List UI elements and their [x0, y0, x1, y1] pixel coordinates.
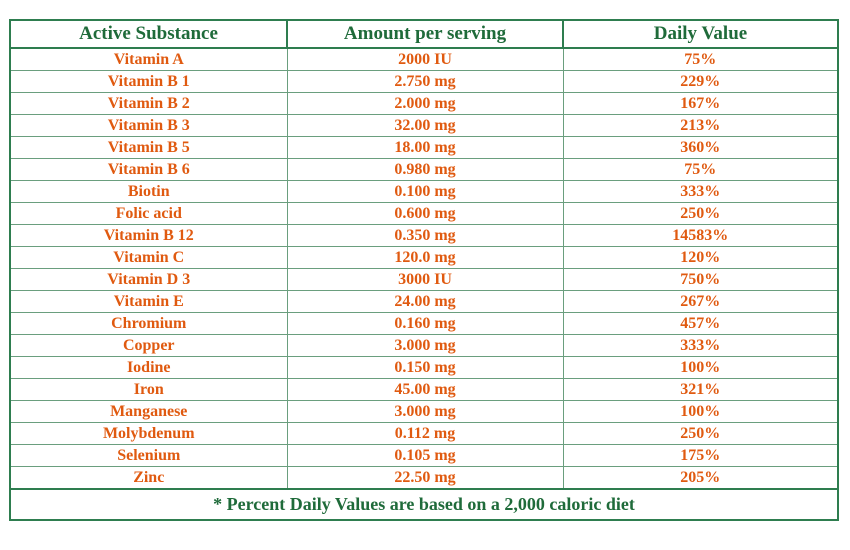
- table-row: Vitamin B 12 0.350 mg 14583%: [11, 224, 837, 247]
- amount-cell: 24.00 mg: [286, 290, 564, 313]
- daily-value-cell: 333%: [562, 180, 837, 203]
- daily-value-cell: 120%: [562, 246, 837, 269]
- substance-cell: Zinc: [11, 466, 288, 488]
- amount-cell: 0.350 mg: [286, 224, 564, 247]
- daily-value-cell: 167%: [562, 92, 837, 115]
- substance-cell: Molybdenum: [11, 422, 288, 445]
- amount-cell: 3000 IU: [286, 268, 564, 291]
- table-row: Vitamin E 24.00 mg 267%: [11, 290, 837, 313]
- daily-value-cell: 250%: [562, 422, 837, 445]
- amount-cell: 3.000 mg: [286, 400, 564, 423]
- substance-cell: Copper: [11, 334, 288, 357]
- table-row: Chromium 0.160 mg 457%: [11, 312, 837, 335]
- amount-cell: 0.100 mg: [286, 180, 564, 203]
- amount-cell: 0.112 mg: [286, 422, 564, 445]
- substance-cell: Vitamin B 6: [11, 158, 288, 181]
- substance-cell: Biotin: [11, 180, 288, 203]
- supplement-facts-table: Active Substance Amount per serving Dail…: [9, 19, 839, 521]
- nutrient-table: Active Substance Amount per serving Dail…: [11, 21, 837, 488]
- table-row: Vitamin B 3 32.00 mg 213%: [11, 114, 837, 137]
- amount-cell: 0.980 mg: [286, 158, 564, 181]
- amount-cell: 0.160 mg: [286, 312, 564, 335]
- substance-cell: Manganese: [11, 400, 288, 423]
- amount-cell: 3.000 mg: [286, 334, 564, 357]
- daily-value-cell: 750%: [562, 268, 837, 291]
- table-row: Vitamin B 6 0.980 mg 75%: [11, 158, 837, 181]
- footnote: * Percent Daily Values are based on a 2,…: [11, 488, 837, 519]
- table-row: Zinc 22.50 mg 205%: [11, 466, 837, 488]
- substance-cell: Vitamin B 3: [11, 114, 288, 137]
- table-row: Selenium 0.105 mg 175%: [11, 444, 837, 467]
- daily-value-cell: 267%: [562, 290, 837, 313]
- table-row: Vitamin D 3 3000 IU 750%: [11, 268, 837, 291]
- daily-value-cell: 213%: [562, 114, 837, 137]
- daily-value-cell: 100%: [562, 400, 837, 423]
- table-row: Molybdenum 0.112 mg 250%: [11, 422, 837, 445]
- table-body: Vitamin A 2000 IU 75% Vitamin B 1 2.750 mg 22…: [11, 48, 837, 488]
- table-row: Vitamin B 2 2.000 mg 167%: [11, 92, 837, 115]
- amount-cell: 0.600 mg: [286, 202, 564, 225]
- substance-cell: Chromium: [11, 312, 288, 335]
- substance-cell: Vitamin D 3: [11, 268, 288, 291]
- amount-cell: 45.00 mg: [286, 378, 564, 401]
- table-row: Manganese 3.000 mg 100%: [11, 400, 837, 423]
- substance-cell: Vitamin A: [11, 48, 288, 71]
- table-row: Folic acid 0.600 mg 250%: [11, 202, 837, 225]
- amount-cell: 120.0 mg: [286, 246, 564, 269]
- daily-value-cell: 321%: [562, 378, 837, 401]
- amount-cell: 2000 IU: [286, 48, 564, 71]
- daily-value-cell: 14583%: [562, 224, 837, 247]
- amount-cell: 18.00 mg: [286, 136, 564, 159]
- table-row: Copper 3.000 mg 333%: [11, 334, 837, 357]
- daily-value-cell: 360%: [562, 136, 837, 159]
- table-row: Iodine 0.150 mg 100%: [11, 356, 837, 379]
- daily-value-cell: 229%: [562, 70, 837, 93]
- amount-cell: 32.00 mg: [286, 114, 564, 137]
- column-header-daily-value: Daily Value: [562, 21, 837, 49]
- table-row: Vitamin C 120.0 mg 120%: [11, 246, 837, 269]
- substance-cell: Vitamin B 1: [11, 70, 288, 93]
- table-row: Iron 45.00 mg 321%: [11, 378, 837, 401]
- substance-cell: Iron: [11, 378, 288, 401]
- substance-cell: Folic acid: [11, 202, 288, 225]
- table-header-row: Active Substance Amount per serving Dail…: [11, 21, 837, 49]
- substance-cell: Iodine: [11, 356, 288, 379]
- daily-value-cell: 100%: [562, 356, 837, 379]
- table-row: Biotin 0.100 mg 333%: [11, 180, 837, 203]
- substance-cell: Selenium: [11, 444, 288, 467]
- daily-value-cell: 250%: [562, 202, 837, 225]
- daily-value-cell: 333%: [562, 334, 837, 357]
- amount-cell: 2.750 mg: [286, 70, 564, 93]
- substance-cell: Vitamin B 12: [11, 224, 288, 247]
- column-header-active-substance: Active Substance: [11, 21, 288, 49]
- daily-value-cell: 175%: [562, 444, 837, 467]
- table-row: Vitamin B 1 2.750 mg 229%: [11, 70, 837, 93]
- amount-cell: 0.150 mg: [286, 356, 564, 379]
- daily-value-cell: 75%: [562, 48, 837, 71]
- substance-cell: Vitamin C: [11, 246, 288, 269]
- column-header-amount-per-serving: Amount per serving: [286, 21, 564, 49]
- substance-cell: Vitamin E: [11, 290, 288, 313]
- amount-cell: 0.105 mg: [286, 444, 564, 467]
- substance-cell: Vitamin B 5: [11, 136, 288, 159]
- table-row: Vitamin A 2000 IU 75%: [11, 48, 837, 71]
- amount-cell: 22.50 mg: [286, 466, 564, 488]
- daily-value-cell: 205%: [562, 466, 837, 488]
- substance-cell: Vitamin B 2: [11, 92, 288, 115]
- daily-value-cell: 457%: [562, 312, 837, 335]
- daily-value-cell: 75%: [562, 158, 837, 181]
- table-row: Vitamin B 5 18.00 mg 360%: [11, 136, 837, 159]
- amount-cell: 2.000 mg: [286, 92, 564, 115]
